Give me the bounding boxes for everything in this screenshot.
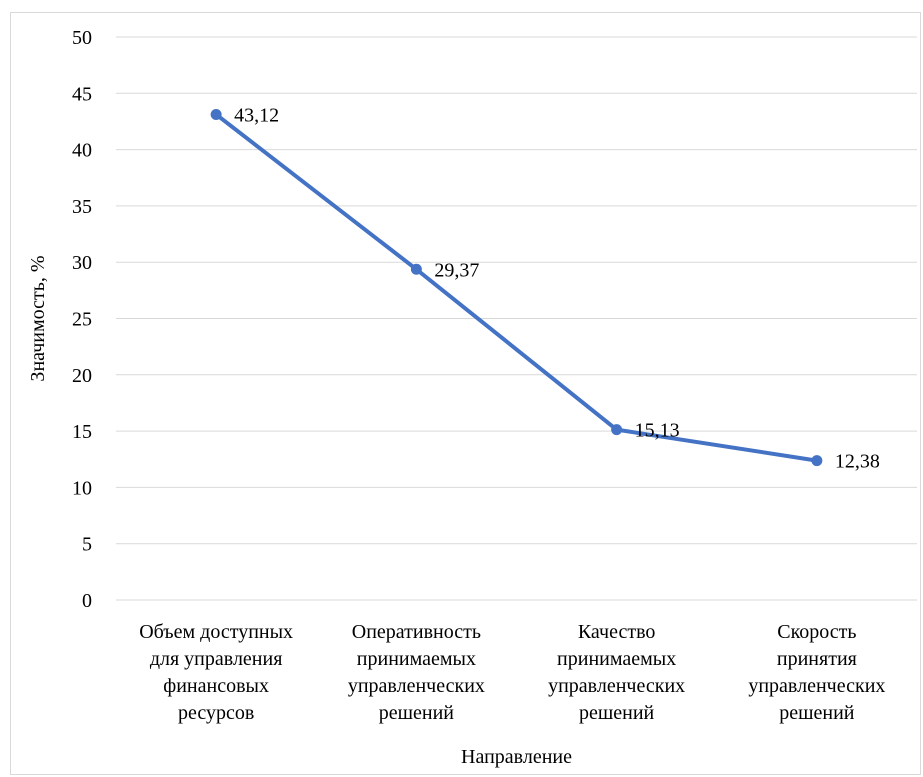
y-tick-label: 40 — [72, 140, 92, 162]
x-category-label: Объем доступных для управления финансовых р… — [139, 621, 293, 724]
data-label: 15,13 — [635, 420, 680, 442]
x-category-label: Оперативность принимаемых управленческих ре… — [348, 621, 485, 724]
chart-frame — [10, 12, 921, 775]
y-tick-label: 25 — [72, 309, 92, 331]
data-label: 29,37 — [434, 259, 479, 281]
x-axis-title: Направление — [461, 746, 572, 768]
y-tick-label: 10 — [72, 477, 92, 499]
data-point — [410, 263, 422, 275]
y-tick-label: 0 — [82, 590, 92, 612]
x-category-label: Качество принимаемых управленческих решений — [548, 621, 685, 724]
y-tick-label: 45 — [72, 83, 92, 105]
y-tick-label: 20 — [72, 365, 92, 387]
data-label: 12,38 — [835, 451, 880, 473]
y-tick-label: 30 — [72, 252, 92, 274]
data-point — [210, 108, 222, 120]
series-line — [214, 112, 819, 463]
y-tick-label: 15 — [72, 421, 92, 443]
data-point — [811, 455, 823, 467]
y-axis-title: Значимость, % — [27, 255, 49, 381]
y-tick-label: 35 — [72, 196, 92, 218]
y-tick-label: 5 — [82, 534, 92, 556]
data-label: 43,12 — [234, 104, 279, 126]
x-category-label: Скорость принятия управленческих решений — [748, 621, 885, 724]
y-tick-label: 50 — [72, 27, 92, 49]
data-point — [611, 424, 623, 436]
